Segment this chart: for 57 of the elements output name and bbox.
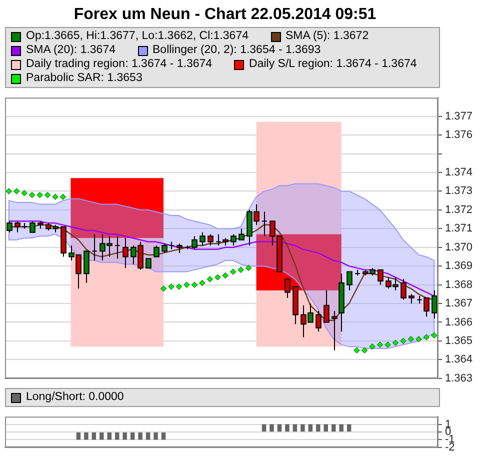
point	[431, 332, 438, 338]
chart-title: Forex um Neun - Chart 22.05.2014 09:51	[72, 5, 378, 25]
point	[423, 334, 430, 340]
point	[369, 343, 376, 350]
point	[168, 284, 174, 290]
point	[176, 284, 182, 290]
point	[361, 347, 368, 354]
y-tick-label: 1.366	[445, 316, 473, 328]
y-tick-label: 1.370	[445, 241, 473, 254]
y-tick-label: 1.364	[445, 354, 473, 366]
point	[354, 347, 360, 354]
point	[230, 268, 236, 275]
point	[245, 264, 252, 272]
point	[392, 340, 399, 346]
y-tick-label: 1.377	[445, 110, 473, 122]
y-tick-label: 1.376	[445, 129, 473, 142]
point	[6, 188, 12, 194]
candlestick	[262, 211, 268, 237]
legend-label: Op:1.3665, Hi:1.3677, Lo:1.3662, Cl:1.3674	[26, 30, 248, 43]
y-tick-label: 1.369	[445, 260, 473, 272]
y-tick-label: 1.372	[445, 204, 473, 216]
y-tick-label: 1.368	[445, 278, 473, 291]
point	[21, 190, 28, 196]
point	[184, 282, 190, 288]
point	[408, 336, 414, 342]
legend-label: Daily S/L region: 1.3674 - 1.3674	[249, 58, 417, 71]
point	[206, 276, 213, 282]
point	[416, 336, 422, 342]
point	[44, 192, 51, 198]
point	[191, 282, 198, 288]
point	[214, 274, 221, 280]
legend-label: SMA (5): 1.3672	[286, 30, 369, 43]
point	[52, 194, 58, 200]
y-tick-label: 1.365	[445, 334, 473, 347]
point	[160, 285, 167, 292]
legend-label: Long/Short: 0.0000	[26, 391, 124, 404]
point	[376, 342, 384, 348]
point	[14, 188, 20, 194]
point	[384, 342, 391, 348]
y-tick-label: 1.367	[445, 298, 473, 310]
y-tick-label: 1.363	[445, 372, 473, 384]
point	[222, 272, 228, 279]
point	[400, 338, 406, 344]
y-tick-label: 1.374	[445, 166, 473, 179]
point	[199, 280, 206, 286]
y-tick-label: 1.371	[445, 222, 473, 235]
candlestick	[92, 234, 98, 261]
candlestick	[114, 236, 120, 260]
y-tick-label: 1.373	[445, 185, 473, 198]
point	[36, 192, 43, 198]
point	[60, 194, 66, 200]
legend-label: Parabolic SAR: 1.3653	[26, 72, 142, 85]
legend-label: SMA (20): 1.3674	[26, 44, 116, 57]
legend-label: Daily trading region: 1.3674 - 1.3674	[26, 58, 212, 71]
point	[28, 192, 36, 198]
point	[238, 266, 244, 273]
legend-label: Bollinger (20, 2): 1.3654 - 1.3693	[152, 44, 321, 57]
